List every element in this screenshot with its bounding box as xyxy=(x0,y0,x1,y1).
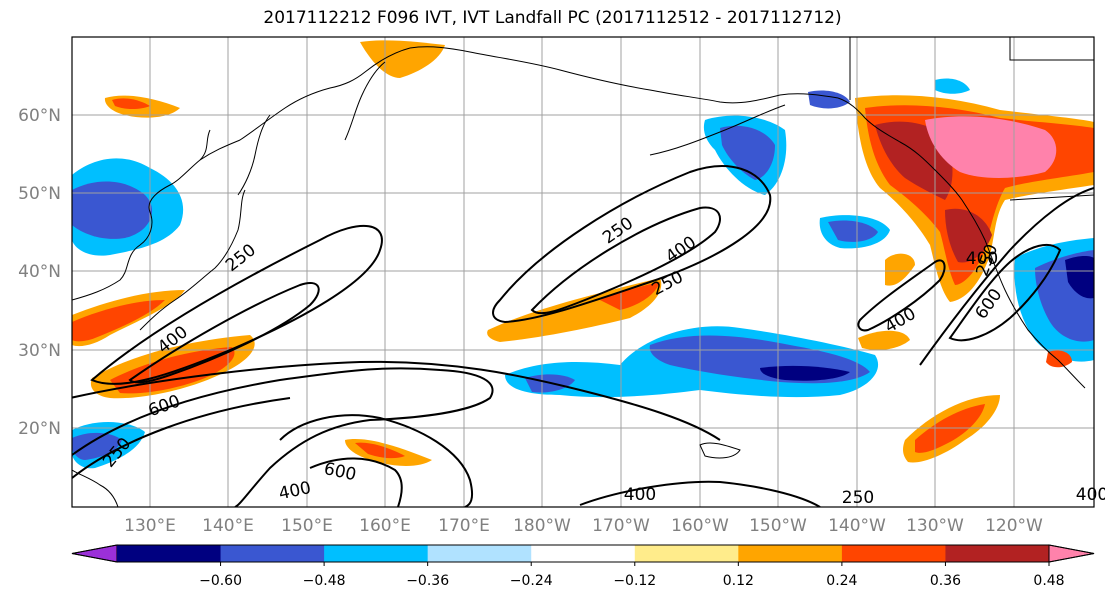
lat-label: 50°N xyxy=(18,184,61,204)
colorbar-segment xyxy=(324,545,429,562)
colorbar-segment xyxy=(945,545,1050,562)
colorbar-extend-high xyxy=(1048,544,1095,563)
plot-frame xyxy=(71,36,1095,508)
lon-label: 170°W xyxy=(592,516,650,536)
lon-label: 170°E xyxy=(438,516,490,536)
lon-label: 130°W xyxy=(906,516,964,536)
contour-label: 400 xyxy=(1076,485,1105,505)
map-title: 2017112212 F096 IVT, IVT Landfall PC (20… xyxy=(263,8,842,28)
colorbar-tick-label: 0.48 xyxy=(1033,573,1064,589)
colorbar-outline xyxy=(71,544,1095,563)
lat-label: 30°N xyxy=(18,341,61,361)
colorbar-segment xyxy=(738,545,843,562)
contour-label: 250 xyxy=(842,488,874,508)
colorbar-segment xyxy=(841,545,946,562)
colorbar-segment xyxy=(634,545,739,562)
lon-label: 180°W xyxy=(513,516,571,536)
lon-label: 160°W xyxy=(671,516,729,536)
lon-label: 130°E xyxy=(124,516,176,536)
colorbar-segment xyxy=(117,545,222,562)
colorbar-tick-label: 0.12 xyxy=(723,573,754,589)
colorbar-extend-low xyxy=(71,544,118,563)
longitude-labels: 130°E 140°E 150°E 160°E 170°E 180°W 170°W 160°W… xyxy=(124,516,1043,536)
colorbar-tick-label: −0.24 xyxy=(510,573,553,589)
colorbar-segment xyxy=(220,545,325,562)
latitude-labels: 60°N 50°N 40°N 30°N 20°N xyxy=(18,106,61,439)
contour-label: 400 xyxy=(966,249,998,269)
ivt-contours xyxy=(72,165,1094,507)
lon-label: 150°W xyxy=(749,516,807,536)
colorbar-tick-label: −0.48 xyxy=(303,573,346,589)
contour-label: 600 xyxy=(146,391,183,421)
lon-label: 150°E xyxy=(281,516,333,536)
contour-label: 600 xyxy=(322,459,358,485)
colorbar-tick-label: −0.36 xyxy=(406,573,449,589)
lon-label: 160°E xyxy=(359,516,411,536)
lon-label: 120°W xyxy=(985,516,1043,536)
contour-label: 400 xyxy=(277,478,313,504)
colorbar: −0.60 −0.48 −0.36 −0.24 −0.12 0.12 0.24 0.36 0.4… xyxy=(71,544,1095,589)
contour-label: 400 xyxy=(624,485,656,505)
lat-label: 20°N xyxy=(18,419,61,439)
contour-label: 250 xyxy=(649,267,687,300)
colorbar-segment xyxy=(427,545,532,562)
ivt-pc-shading xyxy=(72,40,1094,469)
colorbar-tick-label: −0.60 xyxy=(199,573,242,589)
lon-label: 140°W xyxy=(828,516,886,536)
colorbar-tick-label: 0.24 xyxy=(826,573,857,589)
coastlines xyxy=(72,37,1094,507)
lon-label: 140°E xyxy=(202,516,254,536)
lat-label: 40°N xyxy=(18,262,61,282)
colorbar-segment xyxy=(531,545,636,562)
colorbar-tick-label: 0.36 xyxy=(930,573,961,589)
colorbar-tick-label: −0.12 xyxy=(613,573,656,589)
lat-label: 60°N xyxy=(18,106,61,126)
